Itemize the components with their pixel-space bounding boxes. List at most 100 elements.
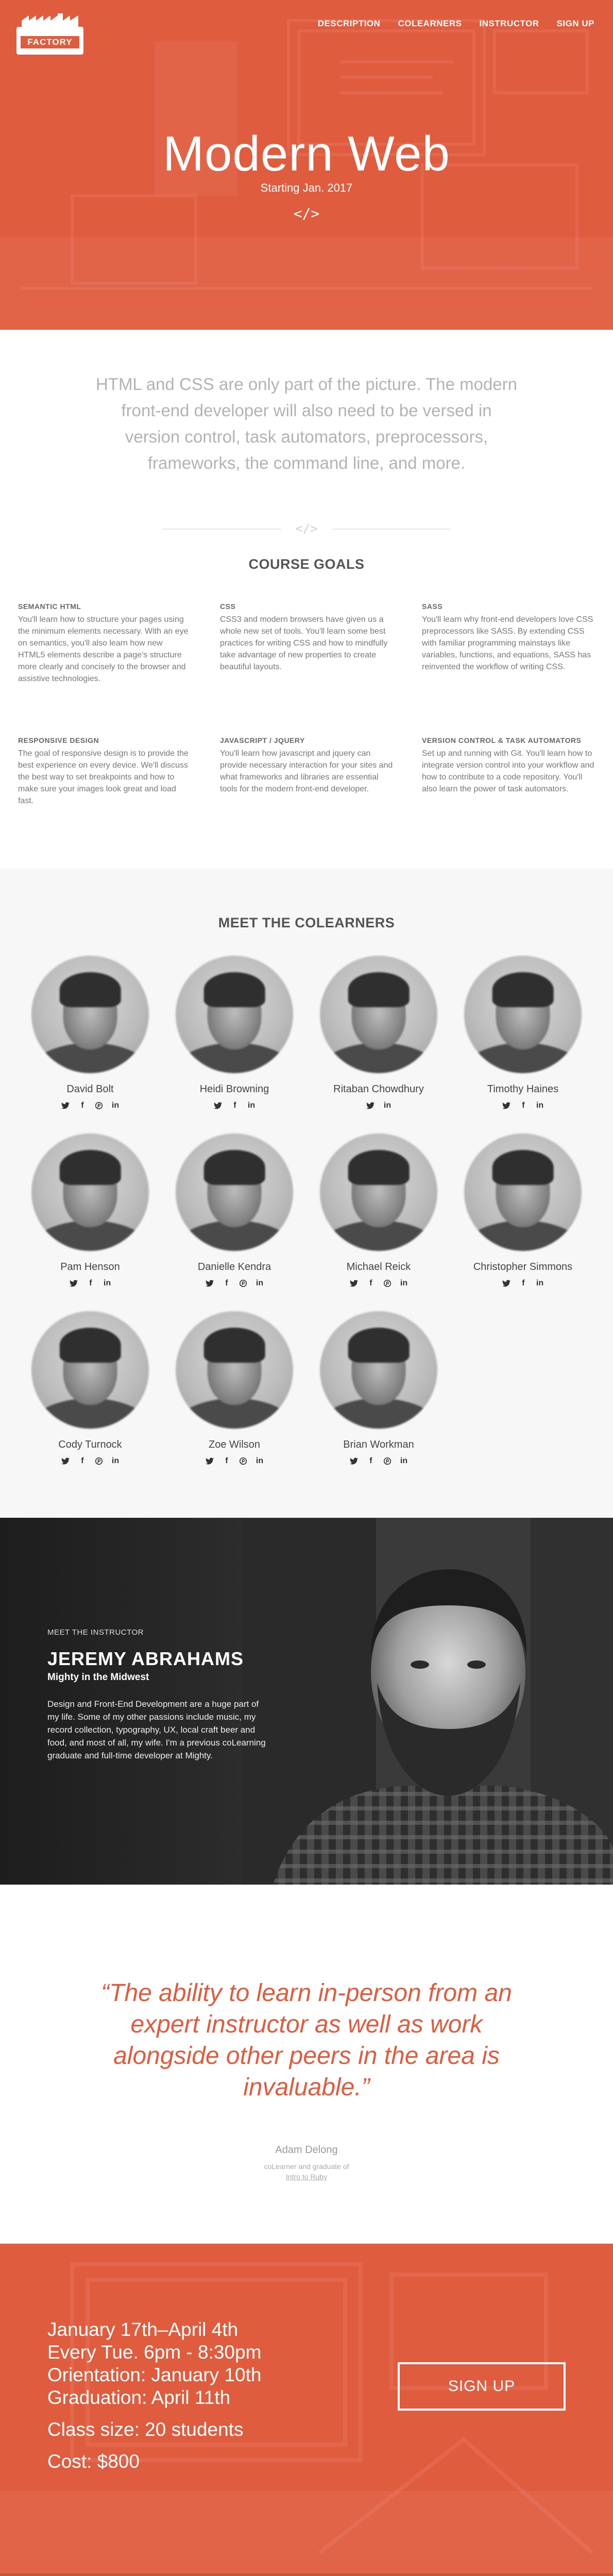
colearner-card: Brian Workman f in xyxy=(306,1311,451,1466)
colearner-name: Danielle Kendra xyxy=(197,1261,271,1273)
linkedin-icon[interactable]: in xyxy=(536,1279,544,1287)
pinterest-icon[interactable] xyxy=(383,1458,391,1465)
colearners-section: MEET THE COLEARNERS David Bolt f in Heidi B… xyxy=(0,869,613,1518)
twitter-icon[interactable] xyxy=(366,1102,374,1109)
goal-text: You'll learn how to structure your pages… xyxy=(18,615,189,683)
twitter-icon[interactable] xyxy=(349,1458,358,1465)
goal-heading: SEMANTIC HTML xyxy=(18,602,81,611)
colearner-name: Timothy Haines xyxy=(487,1083,559,1095)
facebook-icon[interactable]: f xyxy=(233,1101,236,1110)
social-links: f in xyxy=(306,1456,451,1466)
twitter-icon[interactable] xyxy=(205,1280,214,1287)
colearner-name: Pam Henson xyxy=(60,1261,120,1273)
linkedin-icon[interactable]: in xyxy=(111,1456,120,1465)
instructor-photo xyxy=(242,1518,613,1885)
avatar xyxy=(320,1133,437,1251)
twitter-icon[interactable] xyxy=(61,1458,70,1465)
top-nav: FACTORY DESCRIPTION COLEARNERS INSTRUCTO… xyxy=(0,0,613,57)
instructor-section: MEET THE INSTRUCTOR JEREMY ABRAHAMS Migh… xyxy=(0,1518,613,1885)
goal-text: You'll learn why front-end developers lo… xyxy=(422,615,593,671)
colearner-card: Michael Reick f in xyxy=(306,1133,451,1289)
instructor-info: MEET THE INSTRUCTOR JEREMY ABRAHAMS Migh… xyxy=(47,1628,269,1762)
course-goals-section: COURSE GOALS SEMANTIC HTML You'll learn … xyxy=(0,505,613,869)
twitter-icon[interactable] xyxy=(213,1102,222,1109)
course-details: January 17th–April 4th Every Tue. 6pm - … xyxy=(47,2318,261,2473)
facebook-icon[interactable]: f xyxy=(369,1456,372,1465)
social-links: f in xyxy=(162,1100,306,1111)
colearner-card: Heidi Browning f in xyxy=(162,956,306,1111)
colearner-name: Michael Reick xyxy=(346,1261,411,1273)
facebook-icon[interactable]: f xyxy=(225,1279,228,1287)
goals-grid: SEMANTIC HTML You'll learn how to struct… xyxy=(18,602,595,807)
linkedin-icon[interactable]: in xyxy=(256,1279,264,1287)
nav-sign-up[interactable]: SIGN UP xyxy=(556,19,594,28)
nav-description[interactable]: DESCRIPTION xyxy=(317,19,381,28)
footer: FACTORY 38 Fulton St. West, Suite 400 Gr… xyxy=(0,2573,613,2576)
nav-colearners[interactable]: COLEARNERS xyxy=(398,19,462,28)
code-divider-icon: </> xyxy=(295,521,318,536)
pinterest-icon[interactable] xyxy=(383,1280,391,1287)
social-links: f in xyxy=(18,1278,162,1289)
social-links: f in xyxy=(306,1278,451,1289)
facebook-icon[interactable]: f xyxy=(225,1456,228,1465)
colearner-name: Ritaban Chowdhury xyxy=(333,1083,424,1095)
facebook-icon[interactable]: f xyxy=(522,1101,525,1110)
facebook-icon[interactable]: f xyxy=(81,1101,84,1110)
facebook-icon[interactable]: f xyxy=(522,1279,525,1287)
goal-item: CSS CSS3 and modern browsers have given … xyxy=(220,602,393,685)
factory-logo[interactable]: FACTORY xyxy=(16,13,83,57)
linkedin-icon[interactable]: in xyxy=(111,1101,120,1110)
goal-heading: VERSION CONTROL & TASK AUTOMATORS xyxy=(422,736,582,744)
social-links: in xyxy=(306,1100,451,1111)
social-links: f in xyxy=(18,1100,162,1111)
goal-text: The goal of responsive design is to prov… xyxy=(18,749,189,805)
goal-heading: SASS xyxy=(422,602,443,611)
twitter-icon[interactable] xyxy=(349,1280,358,1287)
testimonial-author: Adam Delong xyxy=(275,2144,338,2156)
goal-item: SASS You'll learn why front-end develope… xyxy=(422,602,595,685)
avatar xyxy=(176,1311,293,1429)
goal-item: VERSION CONTROL & TASK AUTOMATORS Set up… xyxy=(422,736,595,807)
twitter-icon[interactable] xyxy=(502,1102,510,1109)
avatar xyxy=(31,1311,149,1429)
linkedin-icon[interactable]: in xyxy=(400,1279,408,1287)
hero-section: FACTORY DESCRIPTION COLEARNERS INSTRUCTO… xyxy=(0,0,613,330)
colearner-card: Danielle Kendra f in xyxy=(162,1133,306,1289)
avatar xyxy=(320,956,437,1073)
linkedin-icon[interactable]: in xyxy=(247,1101,256,1110)
instructor-name: JEREMY ABRAHAMS xyxy=(47,1648,244,1669)
twitter-icon[interactable] xyxy=(69,1280,78,1287)
twitter-icon[interactable] xyxy=(205,1458,214,1465)
testimonial-role: coLearner and graduate of xyxy=(264,2162,349,2171)
linkedin-icon[interactable]: in xyxy=(400,1456,408,1465)
colearner-name: Cody Turnock xyxy=(58,1439,122,1450)
linkedin-icon[interactable]: in xyxy=(256,1456,264,1465)
linkedin-icon[interactable]: in xyxy=(103,1279,111,1287)
signup-background-pattern xyxy=(0,2262,613,2573)
class-size: Class size: 20 students xyxy=(47,2419,244,2440)
facebook-icon[interactable]: f xyxy=(81,1456,84,1465)
colearner-name: Christopher Simmons xyxy=(473,1261,573,1273)
hero-title: Modern Web xyxy=(163,126,450,181)
facebook-icon[interactable]: f xyxy=(369,1279,372,1287)
avatar xyxy=(176,1133,293,1251)
course-schedule: Every Tue. 6pm - 8:30pm xyxy=(47,2342,262,2363)
goal-heading: RESPONSIVE DESIGN xyxy=(18,736,99,744)
facebook-icon[interactable]: f xyxy=(89,1279,92,1287)
linkedin-icon[interactable]: in xyxy=(383,1101,391,1110)
pinterest-icon[interactable] xyxy=(239,1280,247,1287)
nav-instructor[interactable]: INSTRUCTOR xyxy=(479,19,539,28)
twitter-icon[interactable] xyxy=(502,1280,510,1287)
course-orientation: Orientation: January 10th xyxy=(47,2364,262,2385)
twitter-icon[interactable] xyxy=(61,1102,70,1109)
pinterest-icon[interactable] xyxy=(95,1102,103,1109)
social-links: f in xyxy=(451,1100,595,1111)
course-link[interactable]: Intro to Ruby xyxy=(285,2173,328,2181)
goal-heading: CSS xyxy=(220,602,236,611)
pinterest-icon[interactable] xyxy=(239,1458,247,1465)
linkedin-icon[interactable]: in xyxy=(536,1101,544,1110)
pinterest-icon[interactable] xyxy=(95,1458,103,1465)
colearner-card: Christopher Simmons f in xyxy=(451,1133,595,1289)
sign-up-button[interactable]: SIGN UP xyxy=(398,2362,566,2411)
instructor-bio: Design and Front-End Development are a h… xyxy=(47,1699,266,1760)
